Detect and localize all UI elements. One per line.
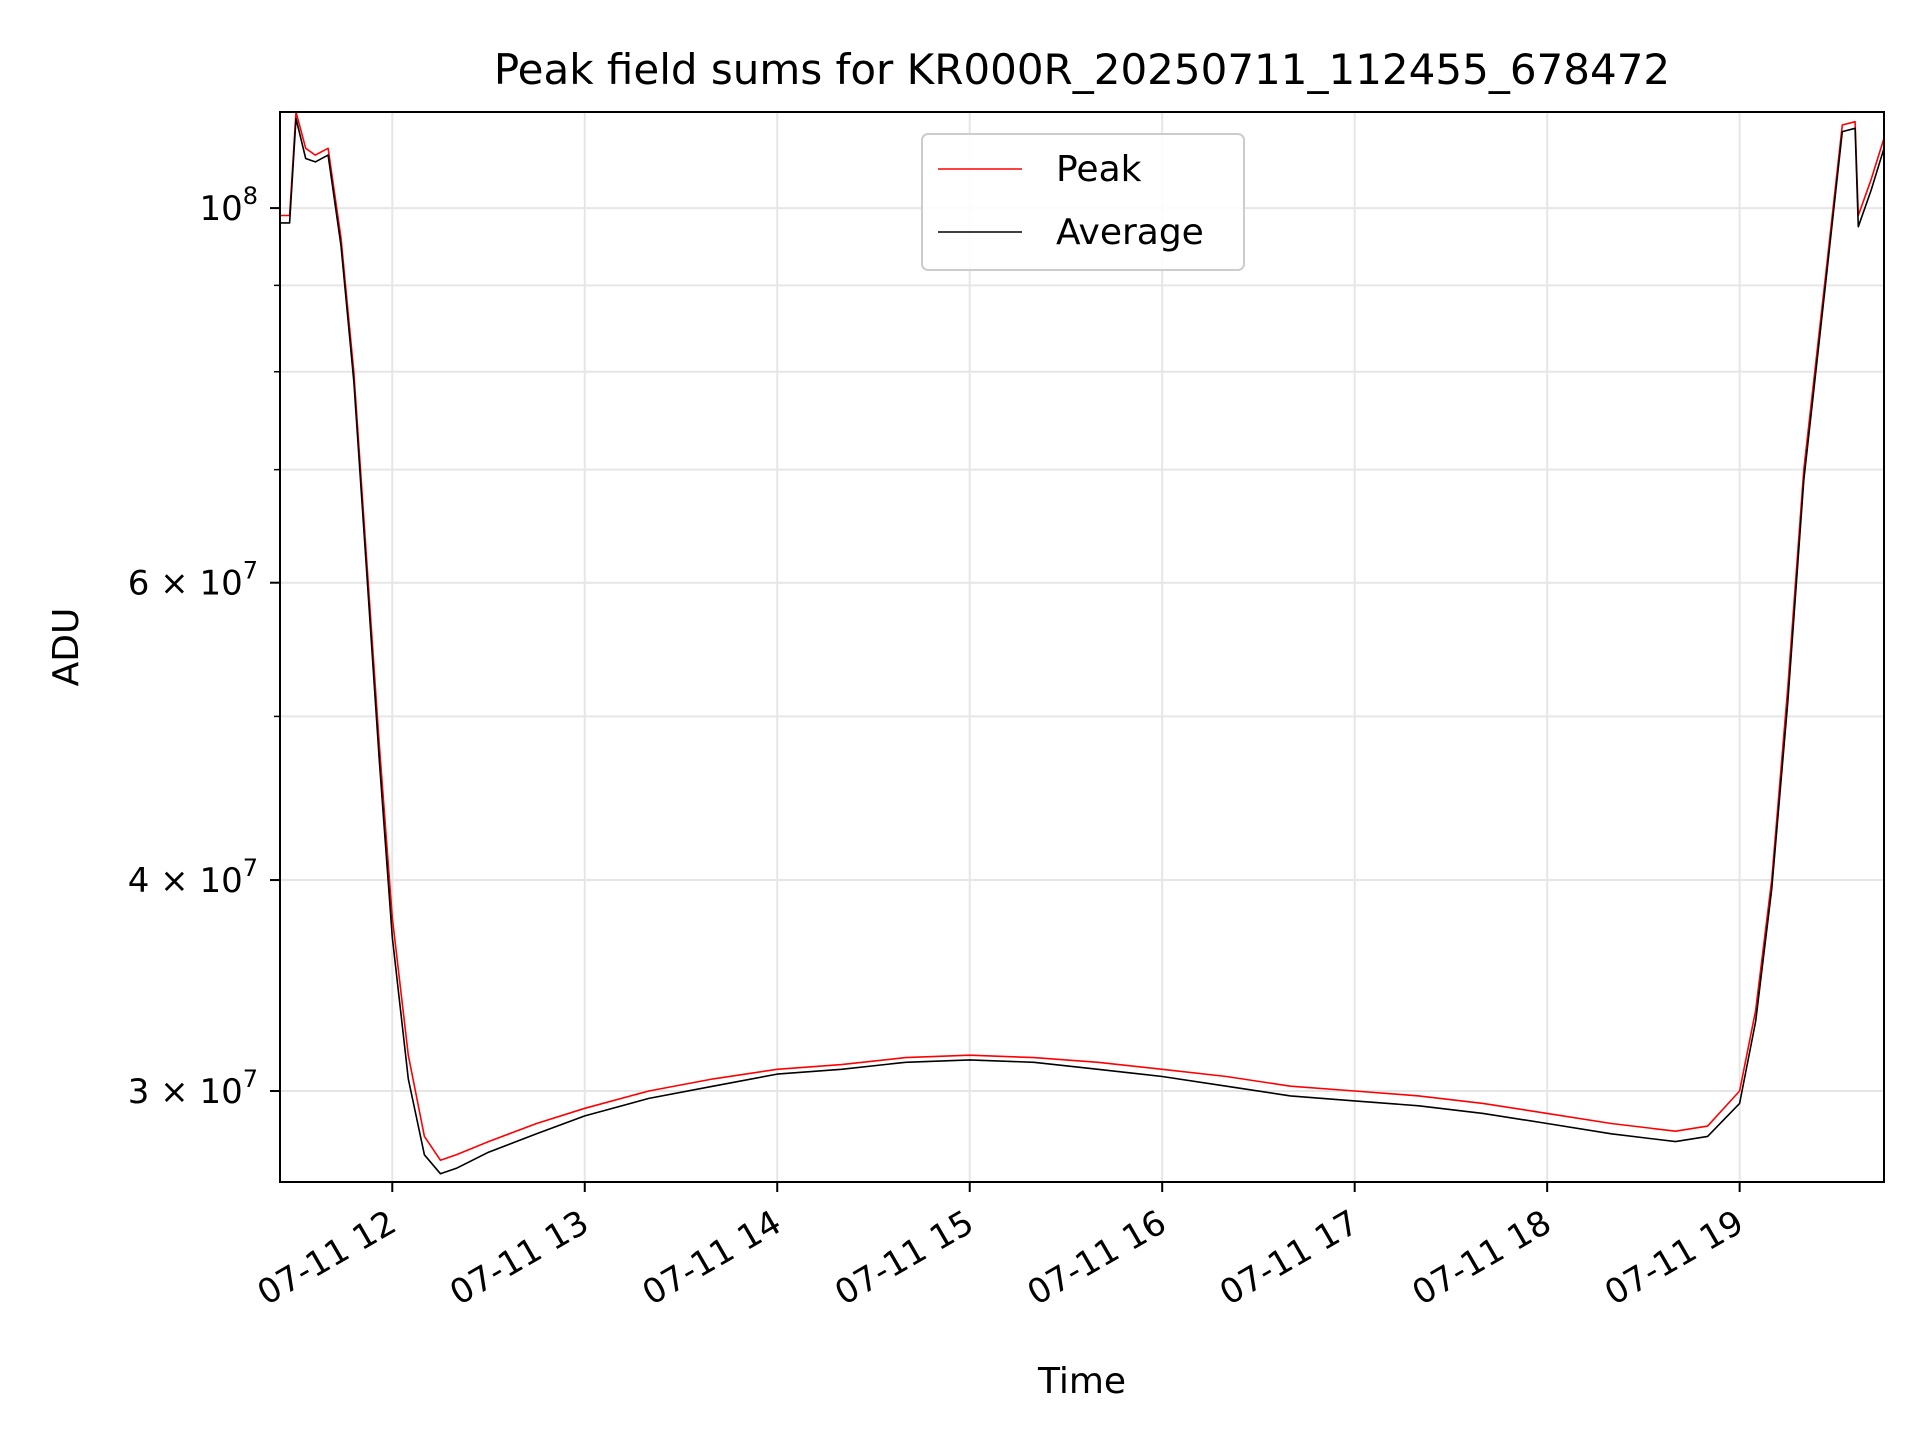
plot-frame (279, 111, 1885, 1183)
legend-box (921, 133, 1245, 271)
chart-title: Peak field sums for KR000R_20250711_1124… (494, 45, 1670, 94)
x-axis-label: Time (1037, 1361, 1126, 1402)
grid (280, 112, 1884, 1182)
y-axis-label: ADU (46, 608, 87, 687)
series-line-average (280, 117, 1884, 1175)
y-tick-label: 6 × 107 (128, 557, 258, 604)
legend-label-peak: Peak (1056, 149, 1142, 190)
series-area (280, 112, 1884, 1175)
y-tick-label: 4 × 107 (128, 854, 258, 901)
y-tick-label: 108 (199, 182, 258, 229)
legend-label-average: Average (1056, 212, 1204, 253)
y-tick-label: 3 × 107 (128, 1065, 258, 1112)
legend: Peak Average (921, 133, 1245, 271)
